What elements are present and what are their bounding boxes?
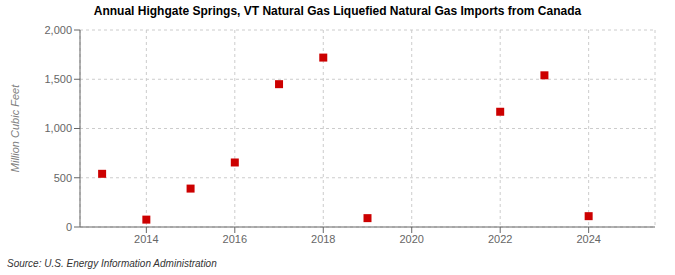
svg-text:Million Cubic Feet: Million Cubic Feet [9,84,21,172]
html-text:Annual Highgate Springs, VT Na: Annual Highgate Springs, VT Natural Gas … [93,4,582,18]
svg-text:1,500: 1,500 [44,73,72,85]
svg-text:2020: 2020 [399,233,423,245]
svg-text:2016: 2016 [223,233,247,245]
svg-text:2,000: 2,000 [44,24,72,36]
svg-text:2024: 2024 [576,233,600,245]
html-text:Source: U.S. Energy Informatio: Source: U.S. Energy Information Administ… [7,258,217,269]
svg-text:1,000: 1,000 [44,122,72,134]
svg-text:2014: 2014 [134,233,158,245]
svg-text:2018: 2018 [311,233,335,245]
svg-text:0: 0 [66,221,72,233]
svg-text:500: 500 [54,172,72,184]
svg-text:2022: 2022 [488,233,512,245]
